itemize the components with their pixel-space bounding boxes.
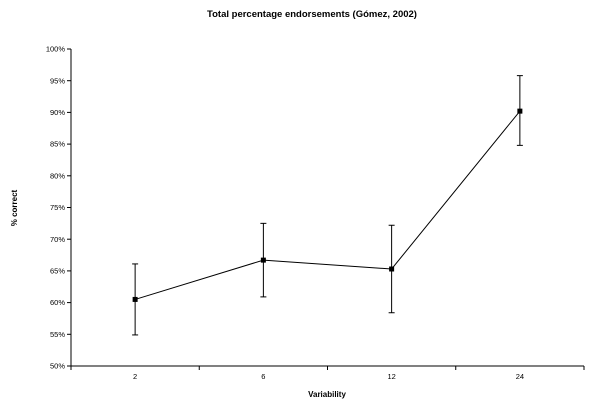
y-tick-label: 65% bbox=[50, 267, 65, 276]
y-tick-label: 85% bbox=[50, 140, 65, 149]
x-tick-label: 12 bbox=[387, 372, 395, 381]
data-layer bbox=[132, 75, 523, 336]
x-tick-label: 6 bbox=[261, 372, 265, 381]
x-axis-label: Variability bbox=[308, 390, 346, 399]
y-tick-label: 70% bbox=[50, 235, 65, 244]
y-tick-label: 50% bbox=[50, 362, 65, 371]
y-axis-label: % correct bbox=[10, 189, 19, 226]
data-point bbox=[389, 266, 395, 272]
ticks: 50% 55% 60% 65% 70% 75% 80% 85% 90% 95% 100% 2 6 12 24 bbox=[46, 45, 585, 381]
data-point bbox=[517, 108, 523, 114]
axes bbox=[70, 49, 584, 367]
y-tick-label: 60% bbox=[50, 298, 65, 307]
x-tick-label: 2 bbox=[133, 372, 137, 381]
y-tick-label: 80% bbox=[50, 171, 65, 180]
x-tick-label: 24 bbox=[516, 372, 524, 381]
chart-title: Total percentage endorsements (Gómez, 20… bbox=[207, 9, 417, 20]
y-tick-label: 90% bbox=[50, 108, 65, 117]
data-point bbox=[260, 257, 266, 263]
series-line bbox=[134, 110, 521, 300]
y-tick-label: 75% bbox=[50, 203, 65, 212]
y-tick-label: 95% bbox=[50, 76, 65, 85]
y-tick-label: 100% bbox=[46, 45, 66, 54]
data-point bbox=[132, 296, 138, 302]
y-tick-label: 55% bbox=[50, 330, 65, 339]
